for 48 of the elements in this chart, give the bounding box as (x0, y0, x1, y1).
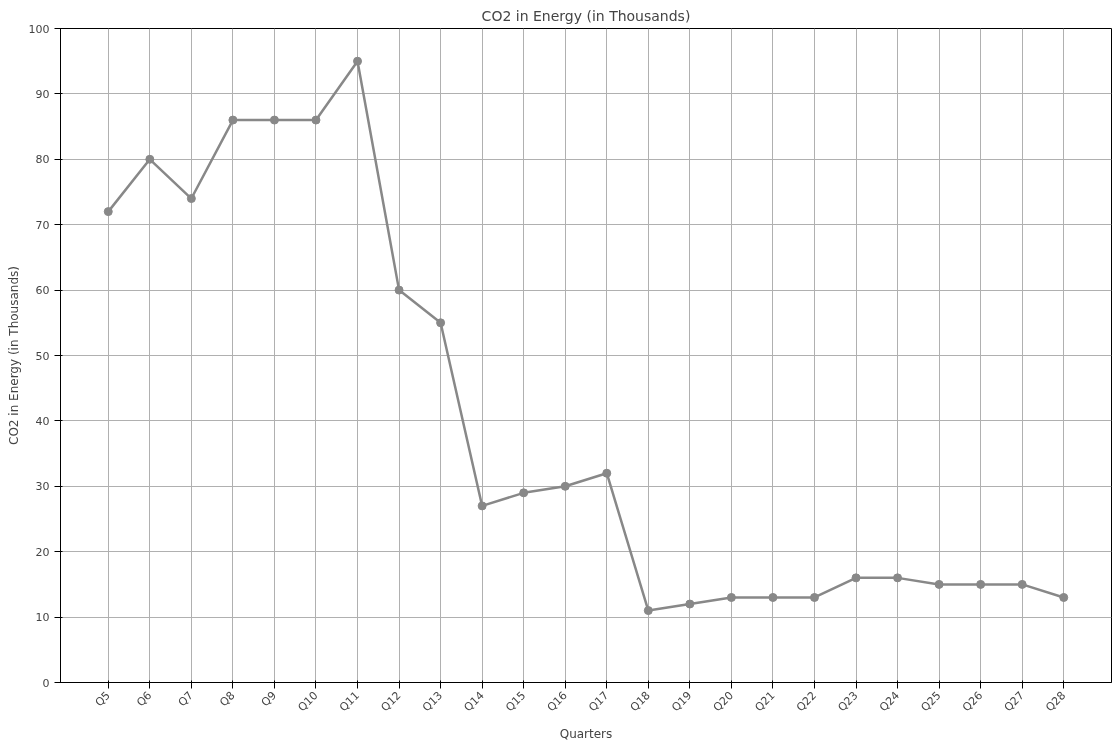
point (145, 154, 155, 164)
y-tick-label: 90 (35, 87, 50, 101)
x-axis-title: Quarters (559, 726, 613, 741)
point (976, 579, 986, 589)
point (934, 579, 944, 589)
x-tick-label: Q5 (92, 688, 113, 710)
y-tick-label: 100 (28, 22, 50, 36)
x-tick-label: Q23 (835, 688, 861, 715)
point (269, 115, 279, 125)
x-tick-label: Q21 (752, 688, 778, 715)
chart-title: CO2 in Energy (in Thousands) (481, 7, 691, 24)
point (809, 592, 819, 602)
point (519, 488, 529, 498)
point (560, 481, 570, 491)
y-tick-label: 40 (35, 414, 50, 428)
x-tick-label: Q8 (217, 688, 238, 710)
x-tick-label: Q9 (258, 688, 280, 710)
y-tick-label: 10 (35, 611, 50, 625)
point (643, 606, 653, 616)
point (851, 573, 861, 583)
y-tick-label: 30 (35, 480, 50, 494)
point (893, 573, 903, 583)
point (103, 207, 113, 217)
y-tick-label: 20 (35, 545, 50, 559)
y-tick-label: 0 (42, 676, 50, 690)
y-axis-title: CO2 in Energy (in Thousands) (6, 266, 21, 445)
point (353, 56, 363, 66)
point (768, 592, 778, 602)
point (685, 599, 695, 609)
x-tick-label: Q10 (295, 688, 321, 715)
x-tick-label: Q7 (175, 688, 196, 710)
y-tick-label: 60 (35, 284, 50, 298)
point (186, 194, 196, 204)
point (726, 592, 736, 602)
point (436, 318, 446, 328)
point (228, 115, 238, 125)
x-tick-label: Q12 (378, 688, 404, 715)
x-tick-label: Q14 (461, 688, 487, 715)
point (477, 501, 487, 511)
y-tick-label: 70 (35, 218, 50, 232)
y-tick-label: 50 (35, 349, 50, 363)
point (394, 285, 404, 295)
y-tick-label: 80 (35, 153, 50, 167)
point (311, 115, 321, 125)
point (1017, 579, 1027, 589)
point (1059, 592, 1069, 602)
point (602, 468, 612, 478)
x-tick-label: Q6 (134, 688, 155, 710)
